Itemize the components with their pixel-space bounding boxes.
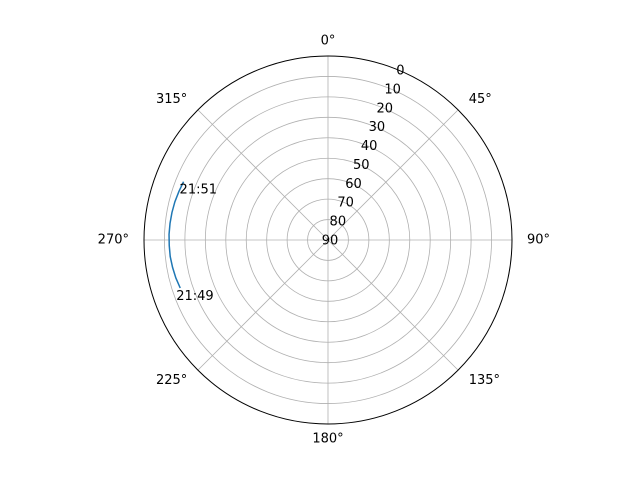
theta-tick-label: 135° — [469, 373, 500, 388]
angular-gridline — [327, 109, 459, 241]
r-tick-label: 50 — [353, 158, 370, 173]
theta-tick-label: 0° — [321, 34, 336, 49]
r-tick-label: 10 — [384, 82, 401, 97]
r-tick-label: 40 — [361, 139, 378, 154]
theta-tick-label: 45° — [469, 92, 492, 107]
annotation-label: 21:49 — [176, 289, 213, 304]
theta-tick-label: 180° — [312, 432, 343, 447]
theta-tick-label: 90° — [527, 233, 550, 248]
r-tick-labels: 0 10 20 30 40 50 60 70 80 90 — [322, 64, 405, 249]
angular-gridline — [197, 109, 329, 241]
angular-grid — [144, 56, 512, 424]
theta-tick-labels: 0° 45° 90° 135° 180° 225° 270° 315° — [98, 34, 550, 447]
polar-frame — [143, 55, 513, 425]
r-tick-label: 0 — [396, 64, 404, 79]
r-tick-label: 20 — [376, 101, 393, 116]
r-tick-label: 60 — [345, 177, 362, 192]
angular-gridline — [327, 239, 459, 371]
theta-tick-label: 225° — [156, 373, 187, 388]
theta-tick-label: 270° — [98, 233, 129, 248]
r-tick-label: 70 — [337, 196, 354, 211]
r-tick-label: 90 — [322, 234, 339, 249]
r-tick-label: 30 — [369, 120, 386, 135]
angular-gridline — [197, 239, 329, 371]
series-line — [168, 181, 185, 289]
annotations: 21:51 21:49 — [176, 183, 217, 304]
theta-tick-label: 315° — [156, 92, 187, 107]
series-layer — [168, 181, 185, 289]
r-tick-label: 80 — [330, 215, 347, 230]
annotation-label: 21:51 — [180, 183, 217, 198]
